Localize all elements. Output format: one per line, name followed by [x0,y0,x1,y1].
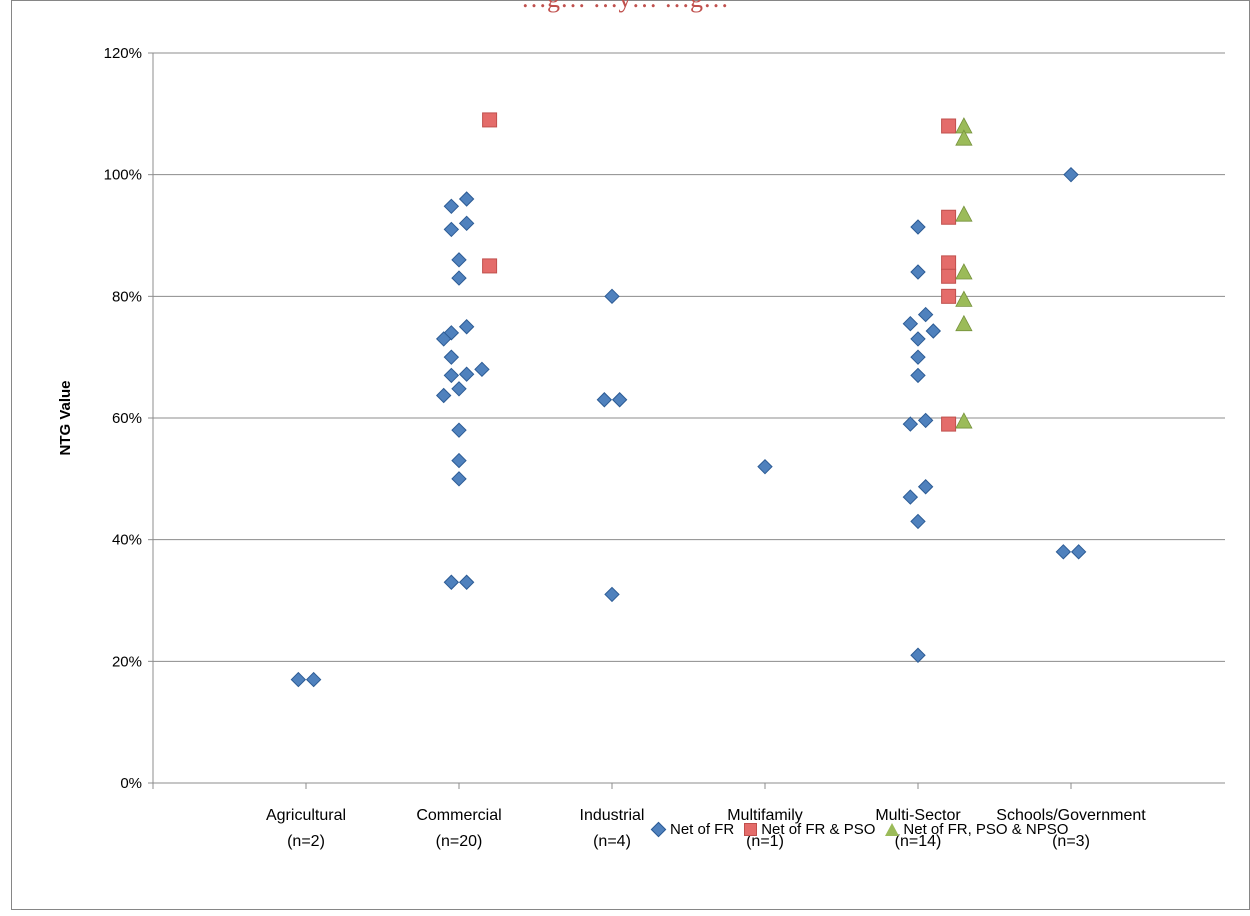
category-label: Multi-Sector [875,807,961,824]
point-net-of-fr [458,215,475,232]
point-net-of-fr [917,412,934,429]
legend-label: Net of FR & PSO [761,820,876,838]
point-net-of-fr [443,198,460,215]
category-label: Commercial [416,807,501,824]
diamond-marker-icon [650,821,667,837]
point-net-of-fr-pso [941,268,957,284]
point-net-of-fr-pso [941,416,957,432]
point-net-of-fr [443,574,460,590]
y-tick-label: 80% [112,288,142,305]
point-net-of-fr-pso-npso [955,314,973,332]
point-net-of-fr-pso [482,258,498,274]
point-net-of-fr [451,471,467,487]
point-net-of-fr [902,416,919,432]
point-net-of-fr [910,367,926,384]
legend-item-net-of-fr: Net of FR [650,821,734,838]
category-count-label: (n=1) [746,833,784,850]
y-tick-label: 60% [112,410,142,427]
axes [148,52,1225,789]
y-tick-label: 20% [112,653,142,670]
point-net-of-fr [910,331,926,347]
point-net-of-fr [917,306,934,323]
category-count-label: (n=20) [436,833,483,850]
point-net-of-fr-pso-npso [955,290,973,307]
point-net-of-fr [1063,166,1079,183]
category-label: Schools/Government [996,807,1146,824]
point-net-of-fr [458,574,475,590]
point-net-of-fr [1070,544,1087,560]
y-tick-label: 120% [104,45,142,62]
point-net-of-fr-pso-npso [955,129,973,146]
category-labels: Agricultural (n=2) Commercial (n=20) Industr… [266,807,1146,850]
point-net-of-fr [604,586,620,603]
point-net-of-fr-pso-npso [955,205,973,222]
category-label: Agricultural [266,807,346,824]
point-net-of-fr [902,489,919,505]
legend: Net of FR Net of FR & PSO Net of FR, PSO… [650,818,1078,840]
y-tick-label: 40% [112,532,142,549]
legend-item-net-of-fr-pso: Net of FR & PSO [744,821,875,838]
chart-border [11,0,1250,910]
y-axis-label: NTG Value [57,380,74,455]
category-label: Industrial [580,807,645,824]
chart-title: …g… …y… …g… [0,0,1250,14]
point-net-of-fr [910,513,926,530]
legend-item-net-of-fr-pso-npso: Net of FR, PSO & NPSO [885,821,1068,838]
point-net-of-fr-pso [941,209,957,225]
category-count-label: (n=14) [895,833,942,850]
y-tick-label: 100% [104,167,142,184]
point-net-of-fr [910,349,926,365]
point-net-of-fr-pso [941,288,957,304]
point-net-of-fr [443,349,460,365]
point-net-of-fr [757,458,773,475]
gridlines [153,52,1225,662]
point-net-of-fr [451,452,467,469]
point-net-of-fr [451,252,467,268]
square-marker-icon [744,822,758,836]
point-net-of-fr [451,270,467,286]
category-count-label: (n=3) [1052,833,1090,850]
point-net-of-fr [443,221,460,238]
point-net-of-fr-pso-npso [955,263,973,280]
point-net-of-fr [443,367,460,384]
point-net-of-fr [596,392,613,408]
point-net-of-fr-pso-npso [955,412,973,429]
category-label: Multifamily [727,807,803,824]
category-count-label: (n=4) [593,833,631,850]
point-net-of-fr-pso [941,118,957,134]
point-net-of-fr-pso [941,255,957,271]
point-net-of-fr [458,191,475,207]
point-net-of-fr [910,647,926,663]
point-net-of-fr [435,331,452,347]
point-net-of-fr [902,316,919,332]
point-net-of-fr [910,219,926,235]
point-net-of-fr [290,671,307,688]
point-net-of-fr-pso [482,112,498,128]
point-net-of-fr [435,387,452,404]
point-net-of-fr [458,366,475,382]
point-net-of-fr [474,361,490,378]
point-net-of-fr [451,381,467,397]
category-count-label: (n=2) [287,833,325,850]
legend-label: Net of FR [670,820,735,838]
point-net-of-fr [917,479,934,495]
point-net-of-fr [305,671,322,688]
point-net-of-fr [604,288,620,305]
data-points [290,112,1087,688]
point-net-of-fr [1055,544,1072,560]
point-net-of-fr [611,392,628,408]
y-tick-label: 0% [120,775,142,792]
point-net-of-fr [910,264,926,280]
point-net-of-fr [451,422,467,438]
triangle-marker-icon [885,822,900,836]
point-net-of-fr [458,319,475,335]
tick-labels: 0% 20% 40% 60% 80% 100% 120% [104,45,142,792]
point-net-of-fr [925,323,942,339]
legend-label: Net of FR, PSO & NPSO [903,820,1069,838]
